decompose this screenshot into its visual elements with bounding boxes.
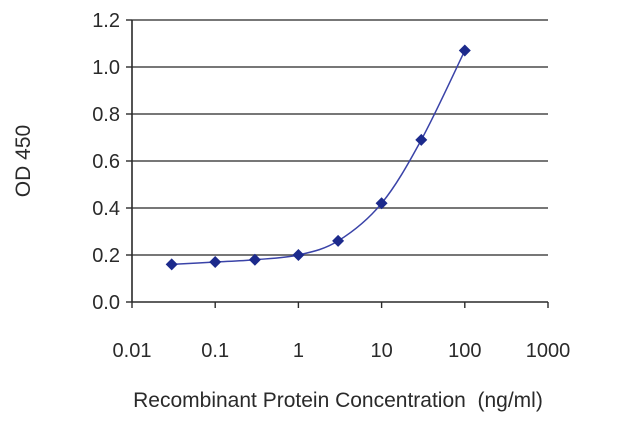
y-tick-label: 0.2: [92, 245, 120, 267]
y-tick-label: 0.4: [92, 198, 120, 220]
data-point-diamond: [209, 256, 222, 269]
data-point-diamond: [248, 253, 261, 266]
data-point-diamond: [458, 44, 471, 57]
y-axis-title: OD 450: [12, 125, 35, 197]
data-point-diamond: [165, 258, 178, 271]
y-tick-label: 0.6: [92, 151, 120, 173]
data-point-diamond: [292, 249, 305, 261]
data-point-diamond: [375, 197, 388, 210]
grid-lines: [132, 19, 548, 256]
x-tick-label: 10: [370, 340, 392, 362]
data-points: [165, 44, 471, 271]
y-tick-label: 0.8: [92, 104, 120, 126]
x-tick-label: 0.1: [201, 340, 229, 362]
x-tick-label: 1000: [526, 340, 571, 362]
fit-curve: [171, 50, 466, 266]
data-point-diamond: [332, 234, 345, 247]
x-tick-label: 100: [448, 340, 481, 362]
x-axis-title: Recombinant Protein Concentration (ng/ml…: [133, 389, 543, 412]
x-tick-label: 1: [293, 340, 304, 362]
y-tick-label: 1.2: [92, 10, 120, 32]
y-tick-labels: 0.0 0.2 0.4 0.6 0.8 1.0 1.2: [92, 10, 132, 314]
x-tick-labels: 0.01 0.1 1 10 100 1000: [113, 302, 571, 362]
y-tick-label: 1.0: [92, 57, 120, 79]
x-tick-label: 0.01: [113, 340, 152, 362]
data-point-diamond: [415, 133, 428, 146]
fit-curve-layer: [171, 50, 466, 266]
y-tick-label: 0.0: [92, 292, 120, 314]
